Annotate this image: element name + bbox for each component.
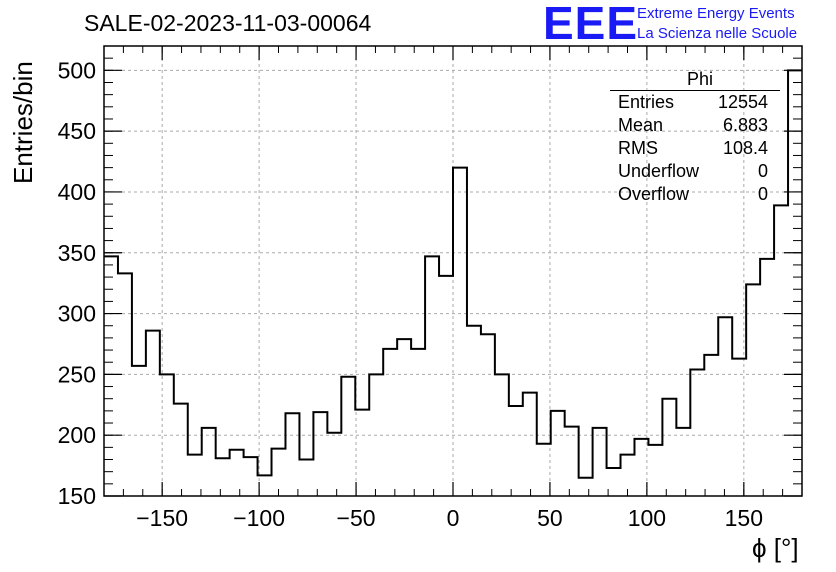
stats-title: Phi — [686, 69, 713, 89]
x-tick-label: 150 — [725, 505, 763, 531]
y-tick-label: 350 — [58, 240, 96, 266]
stats-row-entries: Entries 12554 — [610, 91, 780, 114]
stats-value: 12554 — [717, 92, 768, 112]
y-tick-label: 250 — [58, 361, 96, 387]
stats-divider — [610, 90, 780, 91]
stats-row-overflow: Overflow 0 — [610, 183, 780, 206]
logo-subtitle-1: Extreme Energy Events — [637, 5, 795, 22]
stats-row-underflow: Underflow 0 — [610, 160, 780, 183]
stats-label: Overflow — [618, 184, 690, 204]
x-tick-label: −150 — [136, 505, 188, 531]
x-tick-label: −100 — [233, 505, 285, 531]
chart-title: SALE-02-2023-11-03-00064 — [84, 10, 372, 36]
eee-logo: EEE — [543, 0, 639, 49]
y-tick-label: 150 — [58, 483, 96, 509]
stats-value: 0 — [757, 161, 768, 181]
x-tick-label: 100 — [628, 505, 666, 531]
y-tick-label: 500 — [58, 57, 96, 83]
stats-box: Phi Entries 12554 Mean 6.883 RMS 108.4 U… — [610, 68, 780, 206]
stats-label: Underflow — [618, 161, 700, 181]
stats-value: 0 — [757, 184, 768, 204]
stats-label: Entries — [618, 92, 675, 112]
stats-row-mean: Mean 6.883 — [610, 114, 780, 137]
x-tick-label: 0 — [447, 505, 460, 531]
y-tick-label: 300 — [58, 301, 96, 327]
axis-ticks — [103, 45, 803, 497]
y-axis-label: Entries/bin — [8, 61, 38, 184]
y-tick-label: 400 — [58, 179, 96, 205]
histogram-series — [104, 69, 802, 479]
logo-subtitle-2: La Scienza nelle Scuole — [637, 25, 798, 42]
x-axis-label: ϕ [°] — [752, 533, 799, 563]
x-tick-label: 50 — [537, 505, 563, 531]
y-tick-label: 200 — [58, 422, 96, 448]
axis-tick-labels: −150 −100 −50 0 50 100 150 150 200 250 300 350 400 45… — [58, 57, 763, 531]
x-tick-label: −50 — [337, 505, 376, 531]
stats-label: Mean — [618, 115, 664, 135]
stats-row-rms: RMS 108.4 — [610, 137, 780, 160]
stats-label: RMS — [618, 138, 658, 158]
stats-value: 108.4 — [722, 138, 768, 158]
stats-value: 6.883 — [722, 115, 768, 135]
y-tick-label: 450 — [58, 118, 96, 144]
